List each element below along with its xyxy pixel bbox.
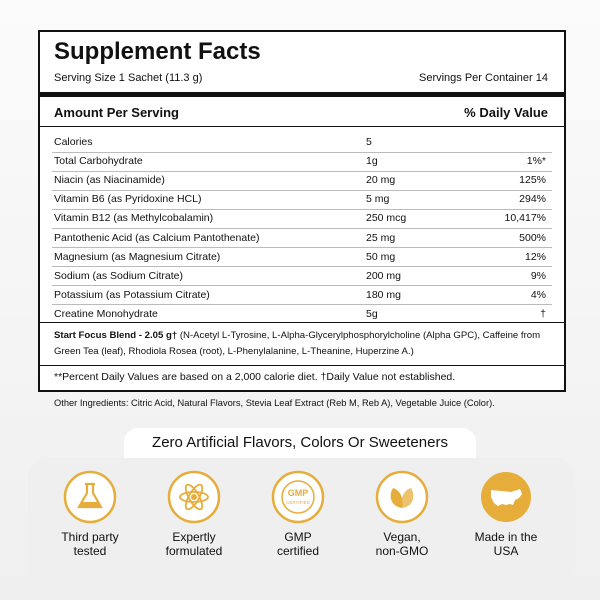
badge-label: non-GMO: [375, 544, 429, 558]
rule: [40, 322, 564, 323]
badge-label: Made in the: [474, 530, 538, 544]
daily-value: 12%: [524, 250, 546, 263]
row-rule: [52, 170, 552, 172]
amount: 250 mcg: [366, 212, 407, 225]
badge: Third party tested: [40, 470, 140, 558]
banner: Zero Artificial Flavors, Colors Or Sweet…: [124, 428, 476, 458]
amount: 200 mg: [366, 269, 402, 282]
amount: 5 mg: [366, 193, 390, 206]
nutrient-name: Calories: [54, 136, 93, 148]
daily-value: 1%*: [526, 155, 546, 168]
row-rule: [52, 227, 552, 229]
badge-label: GMP: [284, 530, 312, 544]
badge: Vegan, non-GMO: [352, 470, 452, 558]
badge-label: Third party: [61, 530, 119, 544]
badge-label: USA: [493, 544, 519, 558]
footnote: **Percent Daily Values are based on a 2,…: [54, 371, 456, 383]
daily-value: 9%: [530, 269, 546, 282]
amount: 50 mg: [366, 250, 396, 263]
badge: Made in the USA: [456, 470, 556, 558]
amount: 5g: [366, 307, 378, 320]
badge-label: Expertly: [172, 530, 216, 544]
icon-text: GMP: [288, 488, 309, 498]
amount: 25 mg: [366, 231, 396, 244]
nutrient-name: Niacin (as Niacinamide): [54, 174, 165, 187]
badge-label: tested: [73, 544, 107, 558]
row-rule: [52, 304, 552, 306]
servings-per-container: Servings Per Container 14: [418, 72, 548, 84]
thick-rule: [40, 92, 564, 97]
row-rule: [52, 247, 552, 248]
daily-value: 500%: [519, 231, 546, 244]
icon-text: CERTIFIED: [286, 500, 310, 505]
badge: GMP CERTIFIED GMP certified: [248, 470, 348, 558]
icon: [481, 472, 531, 522]
nutrient-name: Magnesium (as Magnesium Citrate): [54, 250, 221, 263]
amount: 20 mg: [366, 174, 396, 187]
nutrient-name: Potassium (as Potassium Citrate): [54, 288, 210, 301]
daily-value: 294%: [519, 193, 546, 206]
rule: [40, 365, 564, 366]
blend-ingredients: (N-Acetyl L-Tyrosine, L-Alpha-Glycerylph…: [54, 330, 541, 357]
other-ingredients: Other Ingredients: Citric Acid, Natural …: [54, 398, 495, 408]
icon: [375, 470, 429, 524]
nutrient-name: Sodium (as Sodium Citrate): [54, 269, 183, 282]
icon: [167, 470, 221, 524]
nutrient-name: Total Carbohydrate: [54, 155, 143, 168]
row-rule: [52, 285, 552, 287]
daily-value: 125%: [519, 174, 546, 187]
column-header: Amount Per Serving: [54, 105, 179, 120]
amount: 5: [366, 136, 372, 148]
serving-size: Serving Size 1 Sachet (11.3 g): [54, 72, 203, 84]
facts-panel: Supplement Facts Serving Size 1 Sachet (…: [38, 30, 566, 392]
badge-label: formulated: [165, 544, 223, 558]
row-rule: [52, 189, 552, 191]
blend: Start Focus Blend - 2.05 g† (N-Acetyl L-…: [54, 328, 550, 360]
rule: [40, 126, 564, 127]
icon: [63, 470, 117, 524]
nutrient-name: Vitamin B12 (as Methylcobalamin): [54, 212, 214, 225]
row-rule: [52, 151, 552, 153]
nutrient-name: Vitamin B6 (as Pyridoxine HCL): [54, 193, 202, 206]
badge-label: Vegan,: [383, 530, 421, 544]
daily-value: 10,417%: [504, 212, 546, 225]
amount: 1g: [366, 155, 378, 168]
row-rule: [52, 208, 552, 210]
blend-name: Start Focus Blend - 2.05 g†: [54, 330, 178, 341]
icon: GMP CERTIFIED: [271, 470, 325, 524]
nutrient-name: Pantothenic Acid (as Calcium Pantothenat…: [54, 231, 260, 244]
daily-value: 4%: [530, 288, 546, 301]
column-header: % Daily Value: [464, 105, 548, 120]
badge: Expertly formulated: [144, 470, 244, 558]
badge-label: certified: [276, 544, 320, 558]
daily-value: †: [540, 307, 546, 320]
row-rule: [52, 266, 552, 268]
title: Supplement Facts: [54, 38, 261, 65]
nutrient-name: Creatine Monohydrate: [54, 307, 158, 320]
amount: 180 mg: [366, 288, 402, 301]
